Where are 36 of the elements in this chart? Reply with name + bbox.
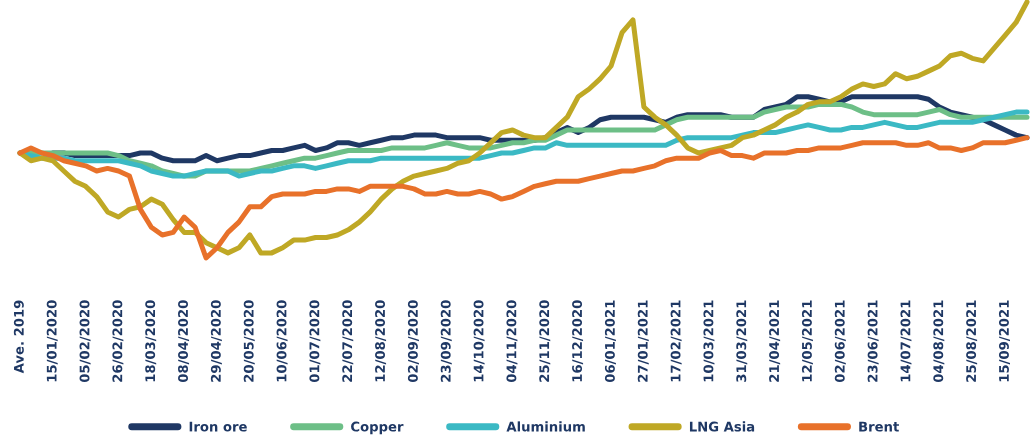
- legend-label: LNG Asia: [689, 421, 755, 432]
- legend-label: Iron ore: [189, 421, 247, 432]
- legend-label: Copper: [351, 421, 404, 435]
- x-tick-label: 26/02/2020: [112, 300, 124, 382]
- x-tick-label: 27/01/2021: [637, 300, 649, 382]
- legend-label: Aluminium: [506, 421, 585, 432]
- x-tick-label: 14/07/2021: [900, 300, 912, 382]
- x-tick-label: 25/08/2021: [966, 300, 978, 382]
- x-tick-label: 31/03/2021: [736, 300, 748, 382]
- x-tick-label: 08/04/2020: [178, 300, 190, 383]
- x-tick-label: 02/09/2020: [407, 300, 419, 383]
- x-tick-label: 14/10/2020: [473, 300, 485, 382]
- x-tick-label: 22/07/2020: [342, 300, 354, 382]
- x-tick-label: 23/06/2021: [867, 300, 879, 382]
- x-tick-label: 20/05/2020: [243, 300, 255, 382]
- x-tick-label: 29/04/2020: [210, 300, 222, 382]
- x-tick-label: 12/08/2020: [375, 300, 387, 382]
- x-tick-label: 01/07/2020: [309, 300, 321, 383]
- x-tick-label: 25/11/2020: [539, 300, 551, 382]
- x-tick-label: 23/09/2020: [440, 300, 452, 382]
- x-tick-label: 04/08/2021: [933, 300, 945, 383]
- x-tick-label: 18/03/2020: [145, 300, 157, 382]
- x-tick-label: 21/04/2021: [769, 300, 781, 382]
- x-tick-label: Ave. 2019: [13, 300, 24, 374]
- x-tick-label: 02/06/2021: [834, 300, 846, 383]
- x-tick-label: 10/03/2021: [703, 300, 715, 382]
- x-tick-label: 04/11/2020: [506, 300, 518, 383]
- x-tick-label: 12/05/2021: [801, 300, 813, 382]
- x-tick-label: 17/02/2021: [670, 300, 682, 382]
- x-tick-label: 15/01/2020: [46, 300, 58, 382]
- x-tick-label: 06/01/2021: [604, 300, 616, 383]
- legend-label: Brent: [859, 421, 899, 432]
- x-tick-label: 10/06/2020: [276, 300, 288, 382]
- x-tick-label: 05/02/2020: [79, 300, 91, 383]
- x-tick-label: 15/09/2021: [998, 300, 1010, 382]
- x-tick-label: 16/12/2020: [572, 300, 584, 382]
